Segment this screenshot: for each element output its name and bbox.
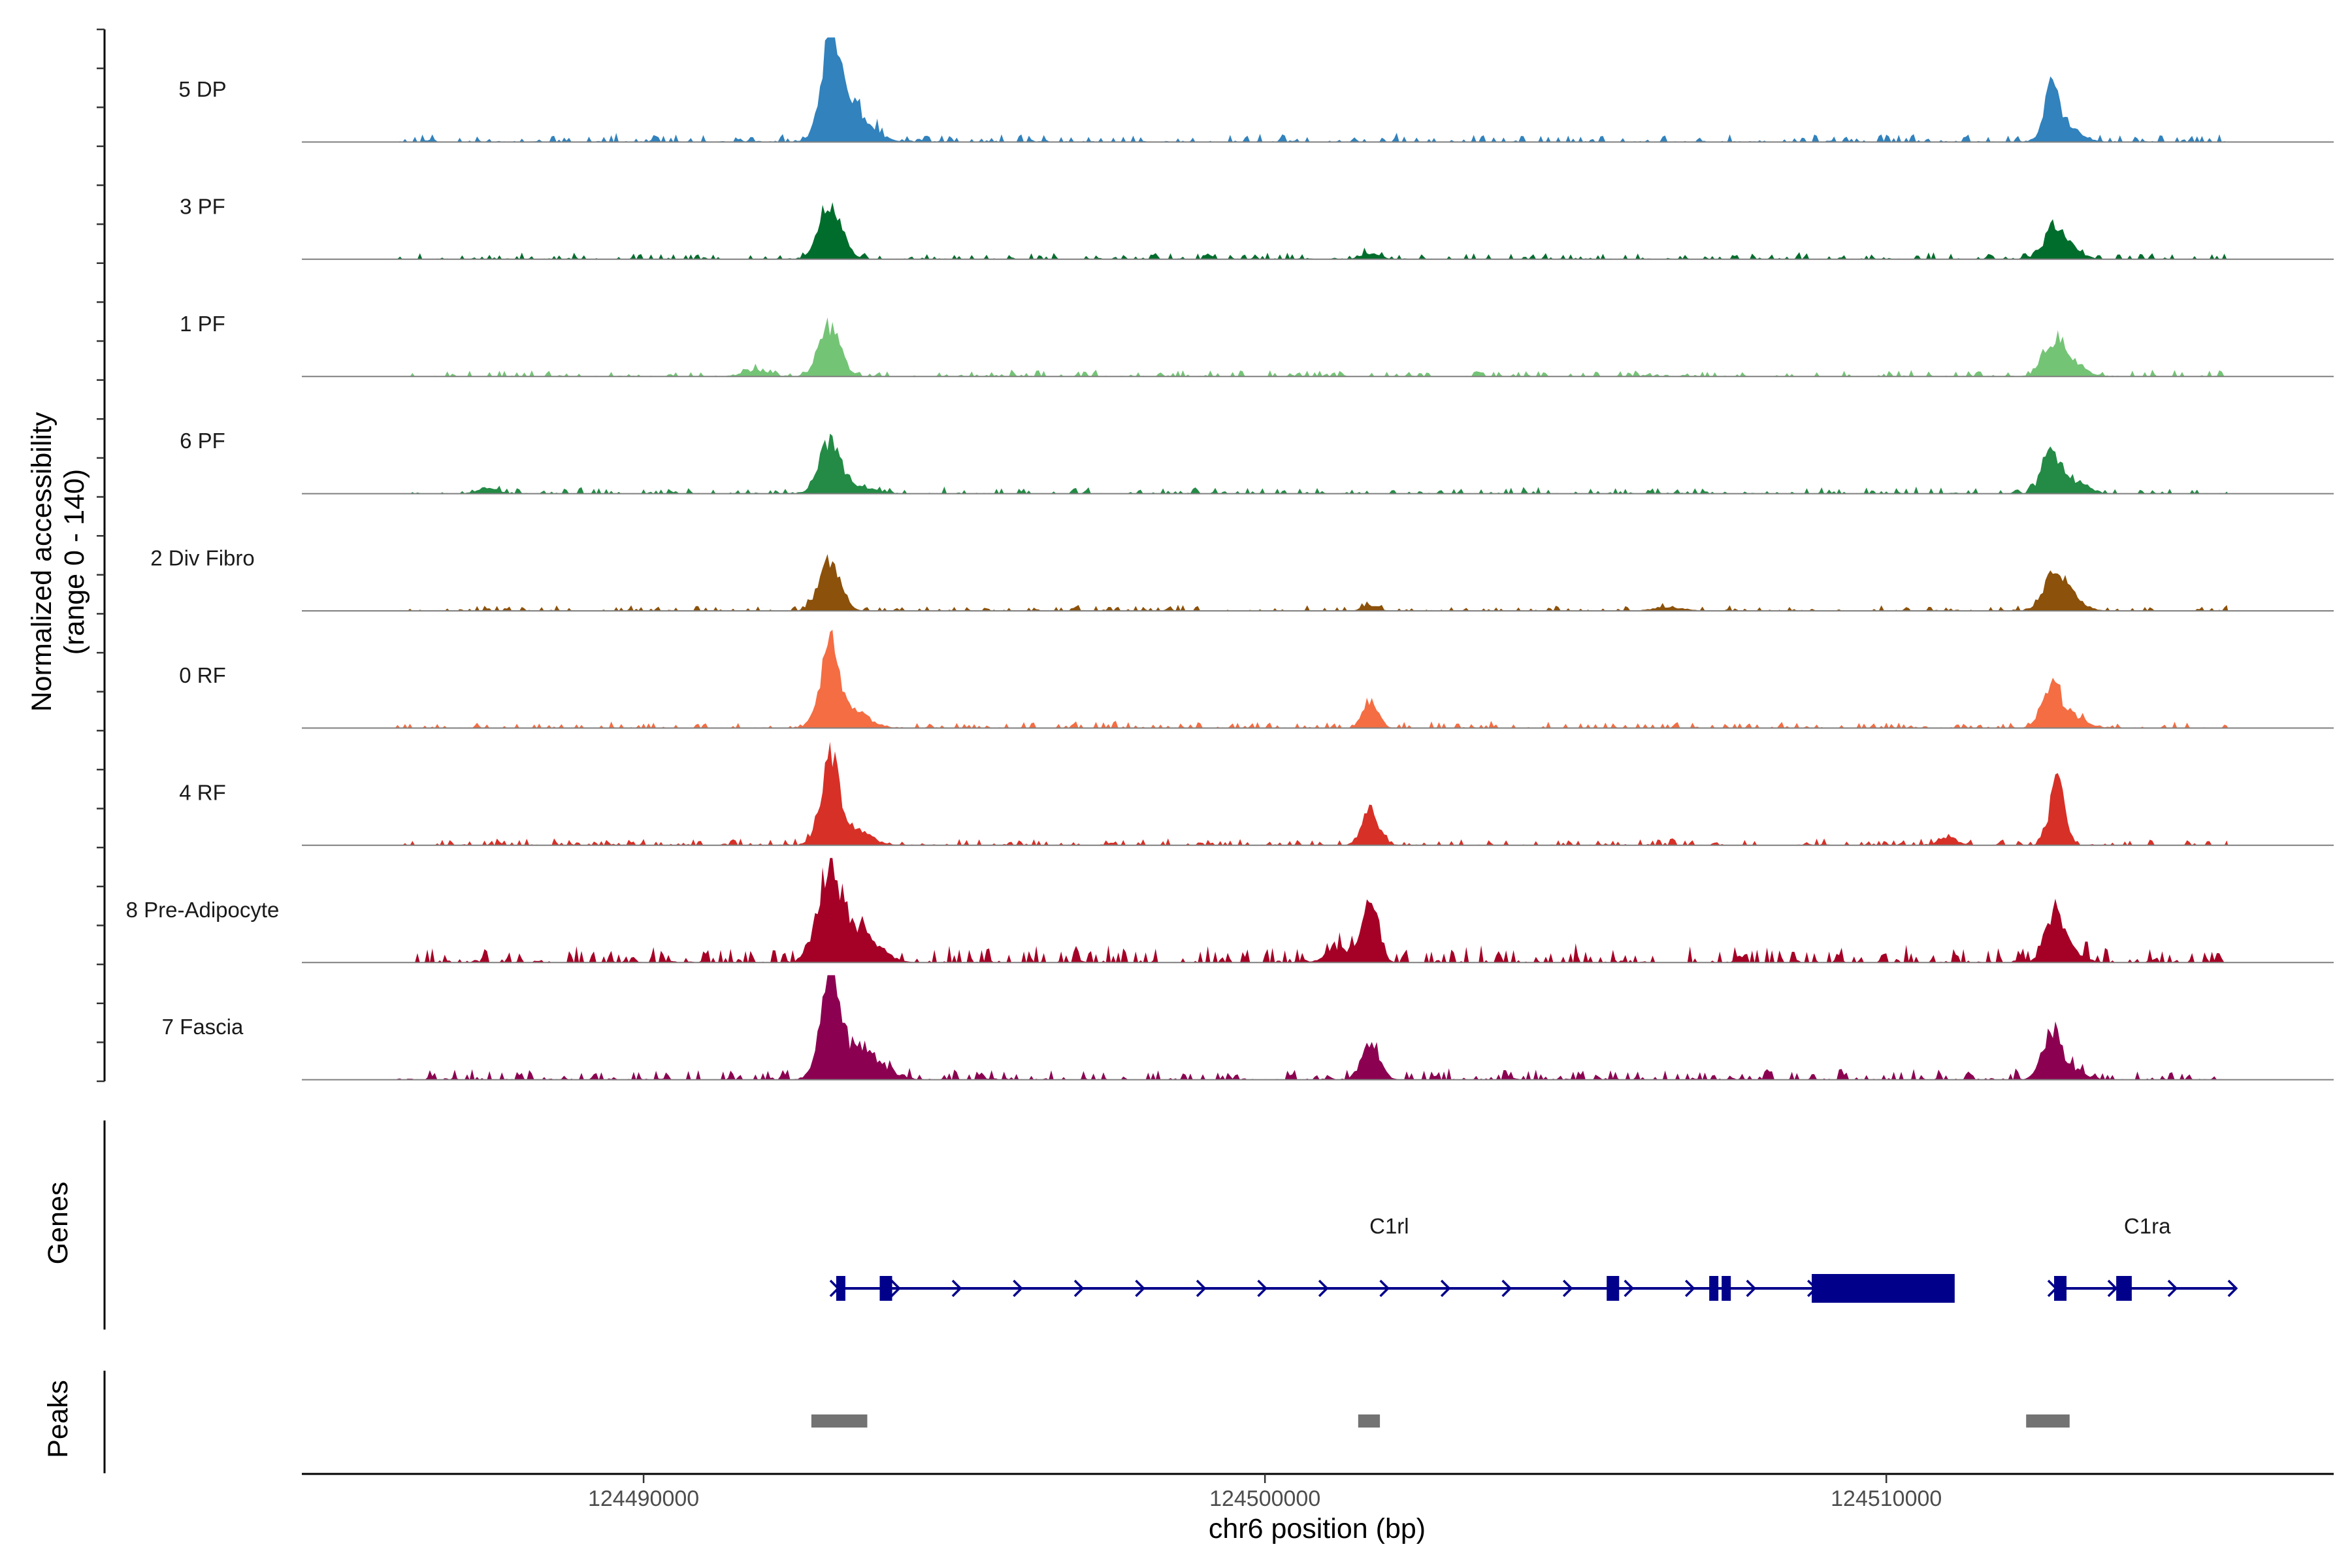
track-3: 6 PF <box>180 429 2334 495</box>
coverage-area-5 <box>395 629 2229 728</box>
exon-0-3 <box>1709 1276 1719 1301</box>
track-label-4: 2 Div Fibro <box>150 546 255 570</box>
peaks-track <box>103 1371 2070 1473</box>
coverage-area-1 <box>395 202 2229 259</box>
coverage-area-3 <box>395 433 2229 494</box>
strand-arrow <box>1379 1279 1390 1298</box>
track-label-0: 5 DP <box>178 77 226 101</box>
y-axis <box>97 28 106 1083</box>
genes-track: C1rl C1ra <box>103 1120 2238 1330</box>
gene-1: C1ra <box>2047 1214 2238 1301</box>
track-label-2: 1 PF <box>180 312 225 336</box>
strand-arrow <box>1684 1279 1695 1298</box>
track-6: 4 RF <box>179 742 2334 846</box>
track-label-8: 7 Fascia <box>162 1015 244 1039</box>
coverage-area-2 <box>395 317 2229 377</box>
coverage-tracks: 5 DP 3 PF 1 PF 6 PF 2 Div Fibro 0 RF 4 RF 8 Pre… <box>126 37 2334 1081</box>
x-axis-title: chr6 position (bp) <box>1209 1513 1426 1544</box>
y-axis-title-line-2: (range 0 - 140) <box>59 469 90 655</box>
strand-arrow <box>890 1279 901 1298</box>
exon-0-2 <box>1607 1276 1620 1301</box>
exon-0-0 <box>836 1276 845 1301</box>
x-tick-label-2: 124510000 <box>1831 1486 1942 1511</box>
gene-label-0: C1rl <box>1369 1214 1409 1238</box>
gene-0: C1rl <box>829 1214 1955 1303</box>
strand-arrow <box>951 1279 962 1298</box>
track-label-7: 8 Pre-Adipocyte <box>126 898 280 922</box>
track-label-3: 6 PF <box>180 429 225 453</box>
strand-arrow <box>2107 1279 2118 1298</box>
peak-region-2 <box>2026 1414 2070 1428</box>
track-label-6: 4 RF <box>179 780 226 804</box>
strand-arrow <box>1746 1279 1757 1298</box>
strand-arrow <box>1624 1279 1635 1298</box>
strand-arrow <box>1013 1279 1023 1298</box>
coverage-area-7 <box>395 858 2229 963</box>
exon-0-4 <box>1722 1276 1731 1301</box>
strand-arrow <box>1562 1279 1573 1298</box>
track-label-1: 3 PF <box>180 194 225 218</box>
exon-1-1 <box>2116 1276 2132 1301</box>
y-axis-title-line-1: Normalized accessibility <box>26 412 57 711</box>
strand-arrow <box>2227 1279 2238 1298</box>
strand-arrow <box>1135 1279 1146 1298</box>
strand-arrow <box>1440 1279 1451 1298</box>
exon-0-5 <box>1812 1274 1955 1303</box>
peak-region-1 <box>1358 1414 1380 1428</box>
peaks-track-title: Peaks <box>42 1380 74 1458</box>
strand-arrow <box>1073 1279 1085 1298</box>
track-7: 8 Pre-Adipocyte <box>126 858 2334 964</box>
strand-arrow <box>1501 1279 1512 1298</box>
coverage-area-6 <box>395 742 2229 845</box>
peak-region-0 <box>811 1414 868 1428</box>
gene-label-1: C1ra <box>2124 1214 2171 1238</box>
coverage-area-4 <box>395 554 2229 611</box>
genes-track-title: Genes <box>42 1182 74 1265</box>
exon-1-0 <box>2054 1276 2067 1301</box>
strand-arrow <box>1318 1279 1329 1298</box>
track-0: 5 DP <box>178 37 2334 143</box>
track-2: 1 PF <box>180 312 2334 378</box>
track-8: 7 Fascia <box>162 975 2334 1081</box>
track-1: 3 PF <box>180 194 2334 260</box>
coverage-area-0 <box>395 37 2229 142</box>
strand-arrow <box>2167 1279 2178 1298</box>
track-label-5: 0 RF <box>179 663 226 687</box>
coverage-area-8 <box>395 975 2229 1080</box>
track-4: 2 Div Fibro <box>150 546 2334 612</box>
strand-arrow <box>1196 1279 1207 1298</box>
x-axis: 124490000 124500000 124510000 <box>302 1473 2334 1511</box>
exon-0-1 <box>879 1276 892 1301</box>
track-5: 0 RF <box>179 629 2334 729</box>
x-tick-label-0: 124490000 <box>588 1486 699 1511</box>
x-tick-label-1: 124500000 <box>1209 1486 1320 1511</box>
strand-arrow <box>1257 1279 1268 1298</box>
